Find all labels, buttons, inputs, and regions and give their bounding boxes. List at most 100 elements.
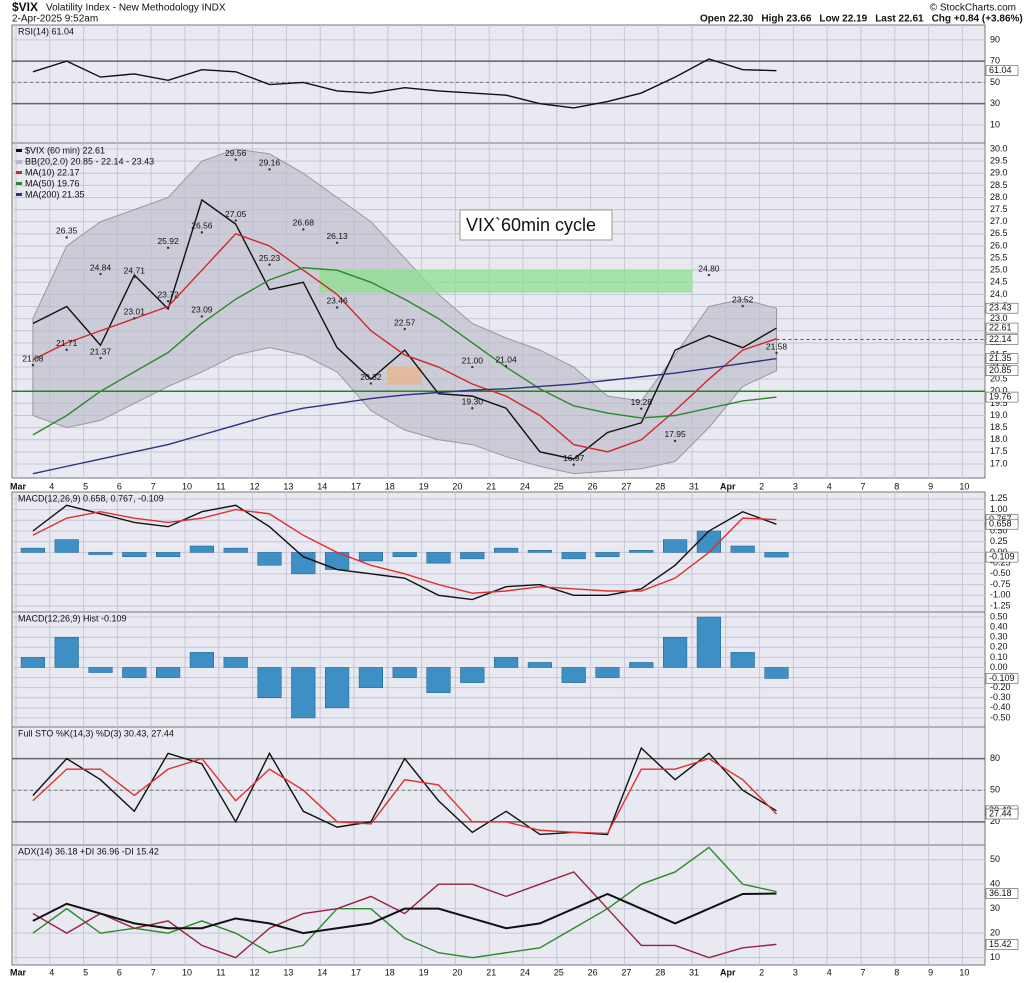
value-box [985,353,1019,364]
y-tick-label: 29.5 [990,156,1008,166]
annotation-dot [572,463,575,466]
y-tick-label: 0.20 [990,642,1008,652]
value-label: 15.42 [989,939,1012,949]
y-tick-label: -1.25 [990,600,1011,610]
value-label: -0.109 [989,551,1015,561]
series-line [32,757,777,835]
x-tick-label: 4 [827,481,832,491]
x-tick-label: 12 [250,967,260,977]
series-line [32,508,777,594]
x-tick-label: 18 [385,481,395,491]
x-tick-label: 17 [351,967,361,977]
series-line [32,267,777,436]
x-tick-label: 9 [928,967,933,977]
annotation: 24.71 [124,265,146,275]
stat: Open 22.30 [700,14,754,25]
x-tick-label: 11 [216,481,225,491]
annotation-dot [335,306,339,309]
x-tick-label: 10 [182,967,192,977]
bar [257,667,282,698]
panel [11,844,986,966]
y-tick-label: 0.30 [990,632,1008,642]
annotation-dot [504,364,508,368]
annotation-dot [471,365,474,369]
y-tick-label: 28.5 [990,180,1008,190]
annotation-dot [775,351,778,355]
y-tick-label: -0.75 [990,579,1011,589]
bar [392,667,417,678]
value-box [985,551,1019,563]
annotation-dot [99,356,102,360]
x-tick-label: Mar [10,481,27,491]
x-tick-label: 2 [759,967,764,977]
bar [527,550,552,553]
y-tick-label: 30 [990,98,1000,108]
bar [730,545,755,553]
annotation-dot [369,382,373,385]
x-tick-label: 20 [452,967,462,977]
value-label: 20.85 [989,365,1012,375]
y-tick-label: 25.5 [990,252,1008,262]
annotation-dot [302,228,305,231]
legend-swatch [16,160,22,164]
annotation: 25.23 [259,253,281,263]
x-tick-label: 4 [49,967,54,977]
x-tick-label: 27 [621,967,631,977]
annotation-dot [673,439,677,443]
y-tick-label: -0.50 [990,712,1011,722]
source: © StockCharts.com [930,3,1016,14]
value-box [985,673,1019,684]
annotation: 16.97 [563,453,585,463]
x-tick-label: 3 [793,481,798,491]
y-tick-label: 30.0 [990,143,1008,153]
x-tick-label: 5 [83,481,88,491]
annotation-dot [335,241,339,244]
x-tick-label: 14 [317,481,327,491]
annotation: 21.71 [56,338,78,348]
annotation: 21.58 [766,341,788,351]
x-tick-label: Mar [10,967,27,977]
annotation: 23.09 [191,305,213,315]
annotation-dot [200,231,204,234]
x-tick-label: 24 [520,481,530,491]
value-box [985,365,1019,376]
y-tick-label: 25.0 [990,265,1008,275]
annotation-dot [234,219,237,222]
y-tick-label: 10 [990,119,1000,129]
x-tick-label: 19 [419,481,429,491]
annotation: 26.13 [326,231,348,241]
zone [319,269,693,293]
bar [54,636,79,668]
y-tick-label: 70 [990,56,1000,66]
bar [629,662,654,668]
x-tick-label: Apr [720,481,736,491]
stat: Low 22.19 [819,14,867,25]
bar [460,552,485,560]
x-tick-label: 8 [894,481,899,491]
y-tick-label: 0.50 [990,525,1008,535]
y-tick-label: 0.50 [990,611,1008,621]
y-tick-label: 23.0 [990,313,1008,323]
y-tick-label: 90 [990,34,1000,44]
x-tick-label: 9 [928,481,933,491]
value-box [985,65,1019,76]
series-line [32,846,777,959]
bar [156,552,181,557]
annotation: 21.08 [22,353,44,363]
annotation: 23.52 [732,294,754,304]
annotation: 21.00 [462,355,484,365]
bar [358,552,383,562]
value-label: 22.14 [989,334,1012,344]
series-line [32,871,777,959]
value-label: 27.44 [989,808,1012,818]
y-tick-label: 20 [990,928,1000,938]
y-tick-label: 19.5 [990,398,1008,408]
annotation-dot [166,299,170,303]
bar [527,662,552,668]
panel-label: MACD(12,26,9) Hist -0.109 [18,613,127,623]
x-tick-label: 6 [117,481,122,491]
y-tick-label: 29.0 [990,168,1008,178]
y-tick-label: -1.00 [990,590,1011,600]
stats: Open 22.30 High 23.66 Low 22.19 Last 22.61 C… [700,14,1023,25]
